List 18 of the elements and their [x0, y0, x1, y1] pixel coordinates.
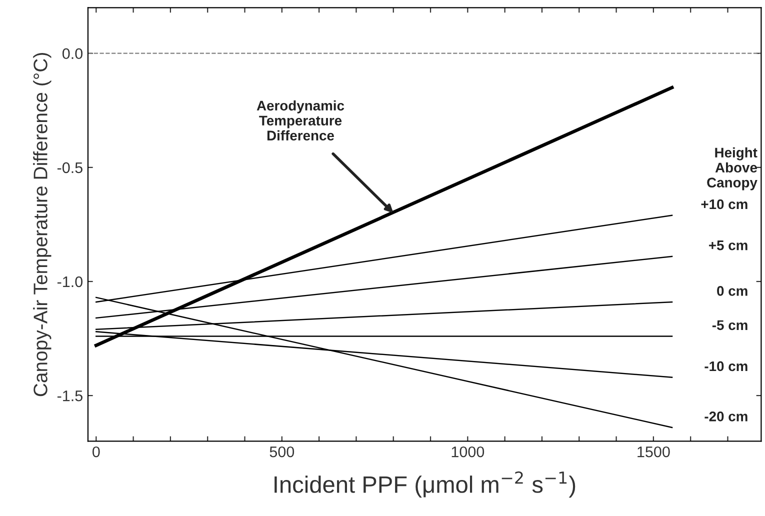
text: -20 cm [704, 411, 748, 422]
x-axis-title: Incident PPF (μmol m$^{−2}$ s$^{−1}$) [274, 471, 576, 498]
y-tick-label: -1.5 [57, 390, 82, 402]
x-tick-label: 500 [270, 446, 294, 458]
y-tick-label: -1.0 [57, 276, 83, 288]
y-tick-label: 0.0 [62, 48, 83, 60]
legend-title: Height Above Canopy [707, 147, 758, 190]
text: -5 cm [712, 320, 748, 330]
annotation: Aerodynamic Temperature Difference [256, 100, 344, 140]
text: +5 cm [708, 240, 748, 250]
x-tick-label: 0 [92, 446, 100, 458]
y-tick-label: -0.5 [57, 162, 82, 174]
text: +10 cm [701, 199, 748, 210]
text: 0 cm [717, 286, 748, 296]
x-tick-label: 1000 [452, 446, 484, 458]
text: -10 cm [704, 361, 748, 372]
y-axis-title: Canopy-Air Temperature Difference (°C) [33, 52, 52, 396]
x-tick-label: 1500 [638, 446, 670, 458]
